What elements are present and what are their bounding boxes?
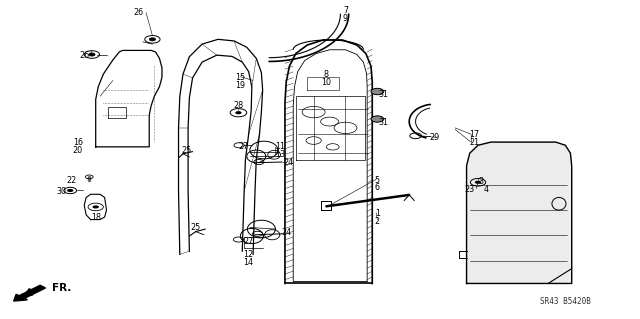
Text: 1: 1	[375, 209, 380, 218]
Text: 4: 4	[483, 185, 488, 194]
Text: 31: 31	[379, 118, 388, 127]
Text: 19: 19	[236, 81, 245, 90]
Text: 28: 28	[234, 101, 243, 110]
Text: 15: 15	[236, 73, 245, 82]
Text: 16: 16	[73, 137, 83, 147]
Text: 20: 20	[73, 145, 83, 154]
FancyArrow shape	[13, 285, 45, 301]
Text: 22: 22	[67, 175, 77, 185]
Text: 12: 12	[244, 250, 253, 259]
Text: 2: 2	[375, 217, 380, 226]
Text: 13: 13	[275, 150, 285, 159]
Text: 7: 7	[343, 6, 348, 15]
Text: 3: 3	[478, 177, 483, 186]
Circle shape	[371, 88, 384, 95]
Text: 5: 5	[375, 175, 380, 185]
Text: 23: 23	[465, 185, 475, 194]
Polygon shape	[467, 142, 572, 284]
Text: FR.: FR.	[52, 283, 72, 293]
Text: 6: 6	[375, 183, 380, 192]
Text: 25: 25	[181, 145, 191, 154]
Text: 31: 31	[379, 90, 388, 99]
Circle shape	[475, 181, 481, 184]
Text: 29: 29	[429, 133, 440, 142]
Circle shape	[67, 189, 74, 192]
Text: 10: 10	[321, 78, 332, 86]
Text: 24: 24	[282, 228, 292, 237]
Text: 8: 8	[324, 70, 329, 78]
Circle shape	[371, 116, 384, 122]
Circle shape	[93, 205, 99, 209]
Circle shape	[89, 53, 95, 56]
Text: 21: 21	[469, 137, 479, 147]
Text: 25: 25	[191, 223, 201, 232]
Text: 26: 26	[133, 8, 143, 17]
Text: 11: 11	[275, 142, 285, 151]
Circle shape	[236, 111, 242, 114]
Text: 18: 18	[91, 212, 100, 222]
Text: 17: 17	[469, 130, 479, 139]
Circle shape	[149, 38, 156, 41]
Text: 27: 27	[239, 142, 249, 151]
Text: 26: 26	[79, 51, 90, 60]
Text: 24: 24	[283, 158, 293, 167]
Text: 27: 27	[243, 237, 253, 246]
Text: 14: 14	[244, 258, 253, 267]
Text: 9: 9	[343, 14, 348, 23]
Text: SR43 B5420B: SR43 B5420B	[540, 297, 591, 306]
Text: 30: 30	[56, 187, 67, 196]
